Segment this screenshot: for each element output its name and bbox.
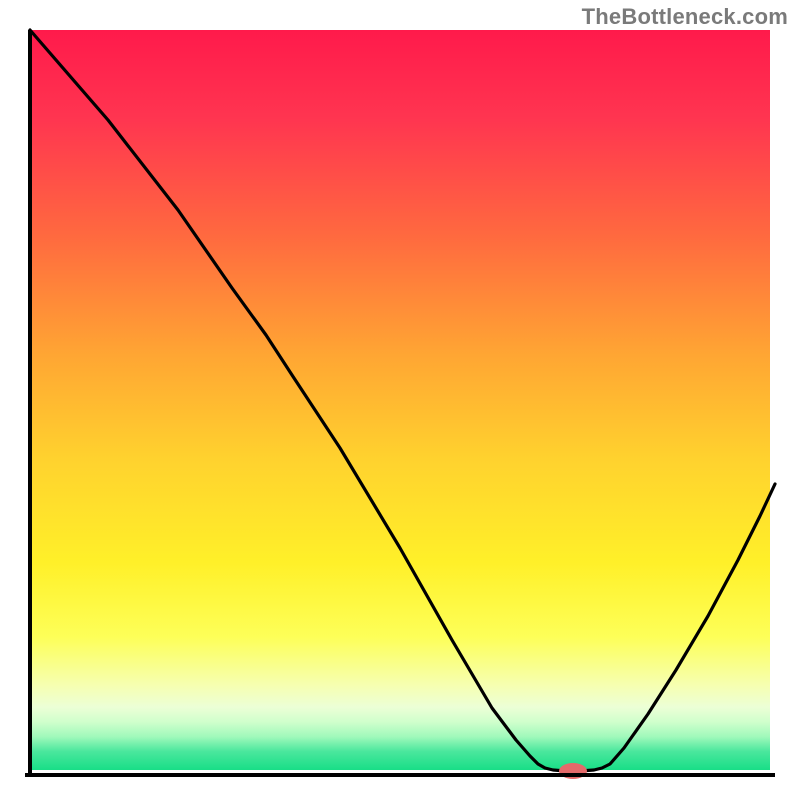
chart-container: TheBottleneck.com (0, 0, 800, 800)
gradient-fill (30, 30, 770, 770)
bottleneck-chart (0, 0, 800, 800)
